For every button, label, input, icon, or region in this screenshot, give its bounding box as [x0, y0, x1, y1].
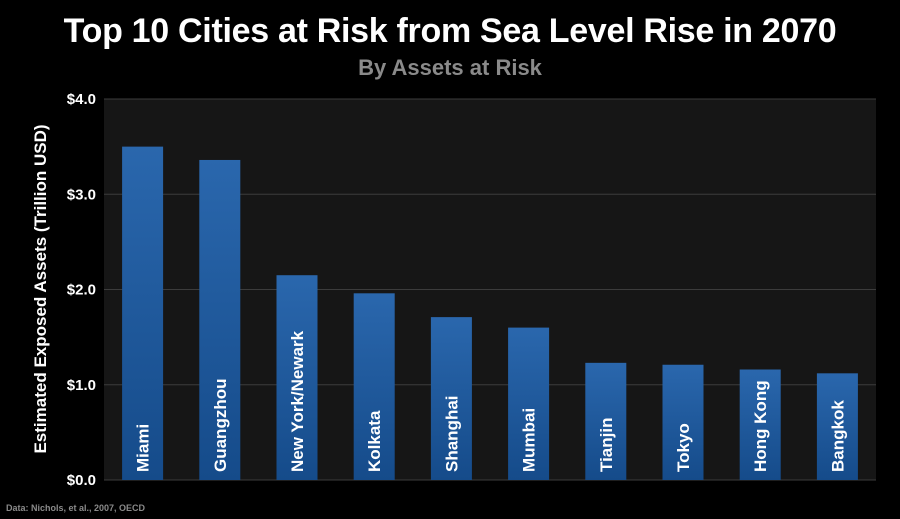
chart-subtitle: By Assets at Risk: [358, 55, 542, 80]
y-tick-label: $3.0: [67, 186, 96, 203]
source-note: Data: Nichols, et al., 2007, OECD: [6, 503, 146, 513]
y-tick-label: $2.0: [67, 282, 96, 299]
bar: [508, 327, 550, 480]
bar-category-label: Miami: [134, 424, 153, 472]
bar-category-label: Kolkata: [365, 410, 384, 472]
bar: [816, 373, 858, 480]
bar: [122, 146, 164, 480]
bar-category-label: Tokyo: [674, 423, 693, 472]
y-axis-title: Estimated Exposed Assets (Trillion USD): [31, 124, 50, 453]
y-tick-label: $4.0: [67, 91, 96, 108]
bars: Miami Guangzhou New York/Newark Kolkata Shan…: [122, 146, 858, 480]
bar-category-label: Mumbai: [520, 408, 539, 472]
bar: [199, 159, 241, 480]
bar: [662, 364, 704, 480]
bar: [353, 293, 395, 480]
bar-category-label: Bangkok: [828, 400, 847, 472]
bar-category-label: Shanghai: [442, 395, 461, 472]
bar-category-label: Guangzhou: [211, 379, 230, 472]
bar-category-label: New York/Newark: [288, 330, 307, 472]
y-axis-ticks: $0.0 $1.0 $2.0 $3.0 $4.0: [67, 91, 96, 489]
bar-category-label: Tianjin: [597, 418, 616, 472]
bar-category-label: Hong Kong: [751, 380, 770, 472]
bar: [585, 362, 627, 480]
y-tick-label: $0.0: [67, 472, 96, 489]
bar: [276, 275, 318, 480]
y-tick-label: $1.0: [67, 377, 96, 394]
chart-title: Top 10 Cities at Risk from Sea Level Ris…: [63, 12, 837, 50]
bar: [430, 317, 472, 480]
bar: [739, 369, 781, 480]
